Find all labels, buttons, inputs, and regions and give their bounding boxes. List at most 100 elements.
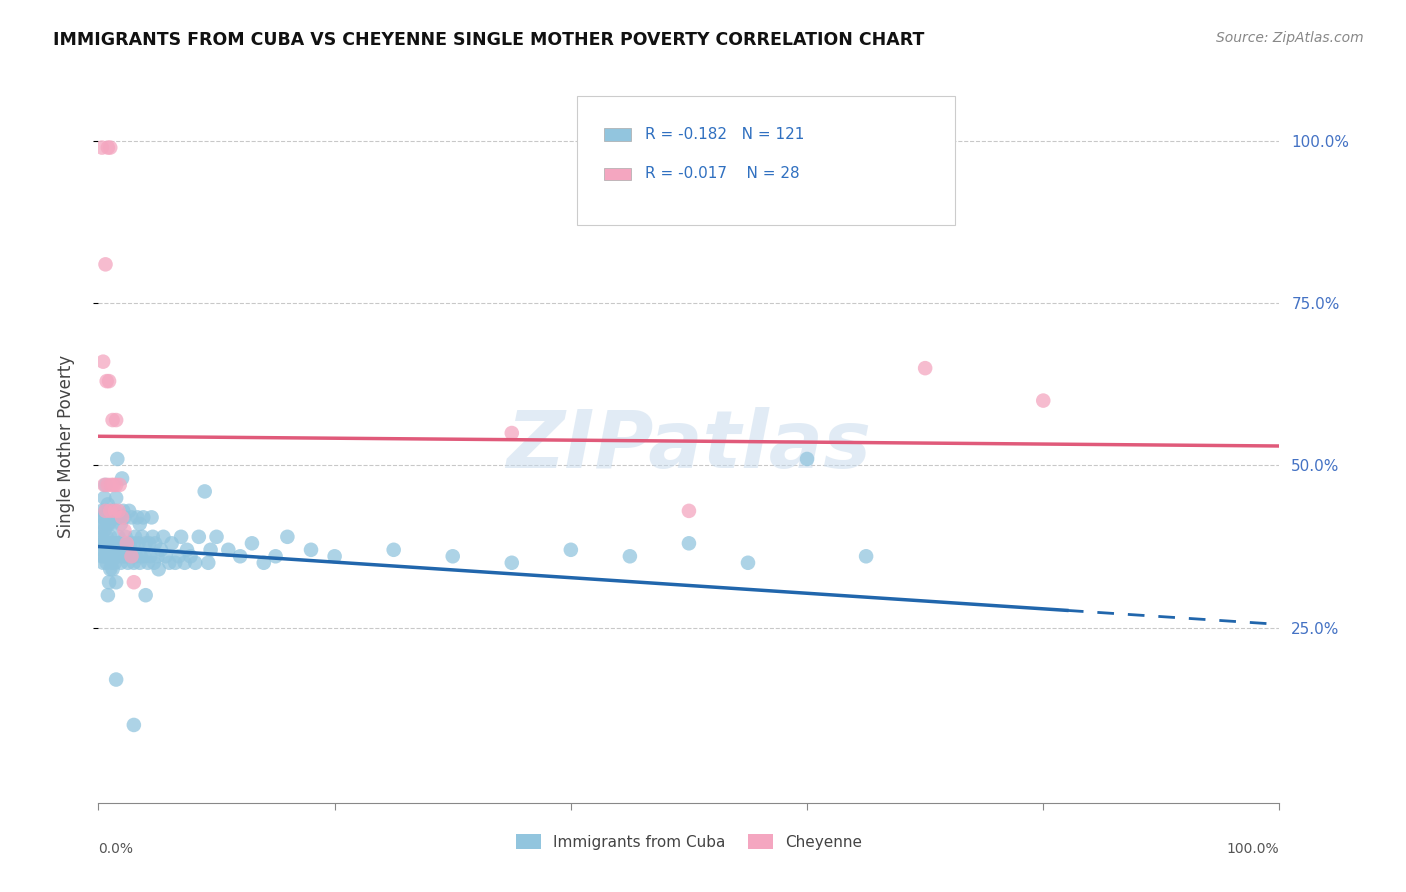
Point — [138, 536, 160, 550]
Point — [93, 524, 115, 538]
Point — [170, 530, 193, 544]
Point — [107, 504, 129, 518]
Point — [125, 549, 148, 564]
Point — [94, 536, 117, 550]
Point — [91, 504, 114, 518]
Point — [112, 524, 135, 538]
Point — [194, 484, 217, 499]
Point — [229, 549, 252, 564]
Point — [104, 504, 127, 518]
Point — [91, 140, 114, 154]
Text: R = -0.017    N = 28: R = -0.017 N = 28 — [645, 166, 800, 181]
Point — [122, 575, 145, 590]
Point — [93, 491, 115, 505]
Point — [184, 556, 207, 570]
FancyBboxPatch shape — [576, 96, 955, 225]
Point — [114, 549, 136, 564]
Point — [104, 556, 127, 570]
Point — [142, 556, 165, 570]
Text: ZIPatlas: ZIPatlas — [506, 407, 872, 485]
Point — [101, 542, 124, 557]
Point — [91, 516, 114, 531]
Point — [619, 549, 641, 564]
Point — [180, 549, 202, 564]
FancyBboxPatch shape — [605, 128, 631, 141]
Point — [104, 504, 127, 518]
Point — [1032, 393, 1054, 408]
Point — [914, 361, 936, 376]
Point — [105, 413, 128, 427]
Point — [152, 530, 174, 544]
Point — [135, 536, 157, 550]
Point — [91, 510, 114, 524]
Point — [107, 530, 129, 544]
Point — [105, 510, 128, 524]
Point — [98, 575, 121, 590]
Point — [105, 452, 128, 467]
Point — [678, 536, 700, 550]
Point — [135, 588, 157, 602]
Point — [94, 257, 117, 271]
Point — [101, 413, 124, 427]
Point — [134, 549, 156, 564]
Text: 0.0%: 0.0% — [98, 842, 134, 856]
Y-axis label: Single Mother Poverty: Single Mother Poverty — [56, 354, 75, 538]
Point — [157, 556, 180, 570]
Point — [112, 536, 135, 550]
Point — [150, 542, 173, 557]
Point — [105, 478, 128, 492]
Point — [142, 530, 165, 544]
Point — [94, 478, 117, 492]
Legend: Immigrants from Cuba, Cheyenne: Immigrants from Cuba, Cheyenne — [510, 828, 868, 855]
Point — [110, 516, 132, 531]
Point — [323, 549, 346, 564]
Point — [98, 530, 121, 544]
Point — [100, 504, 122, 518]
Point — [146, 549, 169, 564]
Point — [124, 530, 146, 544]
Point — [117, 542, 139, 557]
Point — [276, 530, 298, 544]
Point — [115, 536, 138, 550]
Point — [98, 140, 121, 154]
Point — [105, 549, 128, 564]
Point — [382, 542, 405, 557]
Point — [117, 556, 139, 570]
Point — [855, 549, 877, 564]
Point — [103, 478, 125, 492]
Point — [299, 542, 322, 557]
Point — [98, 562, 121, 576]
Point — [103, 510, 125, 524]
Point — [501, 556, 523, 570]
Point — [128, 516, 150, 531]
Point — [197, 556, 219, 570]
Point — [143, 536, 166, 550]
Point — [96, 510, 118, 524]
Point — [136, 556, 159, 570]
Point — [240, 536, 263, 550]
Point — [100, 556, 122, 570]
Point — [96, 549, 118, 564]
Point — [176, 542, 198, 557]
Point — [441, 549, 464, 564]
Point — [103, 536, 125, 550]
Point — [253, 556, 276, 570]
Point — [107, 549, 129, 564]
Point — [187, 530, 209, 544]
Point — [121, 549, 143, 564]
Point — [101, 562, 124, 576]
Point — [91, 549, 114, 564]
Point — [120, 536, 142, 550]
Point — [105, 536, 128, 550]
Point — [264, 549, 287, 564]
Point — [160, 536, 183, 550]
Point — [108, 478, 131, 492]
Point — [91, 536, 114, 550]
Point — [89, 536, 111, 550]
Point — [98, 510, 121, 524]
FancyBboxPatch shape — [605, 168, 631, 180]
Point — [122, 556, 145, 570]
Point — [127, 510, 149, 524]
Point — [165, 556, 187, 570]
Point — [114, 530, 136, 544]
